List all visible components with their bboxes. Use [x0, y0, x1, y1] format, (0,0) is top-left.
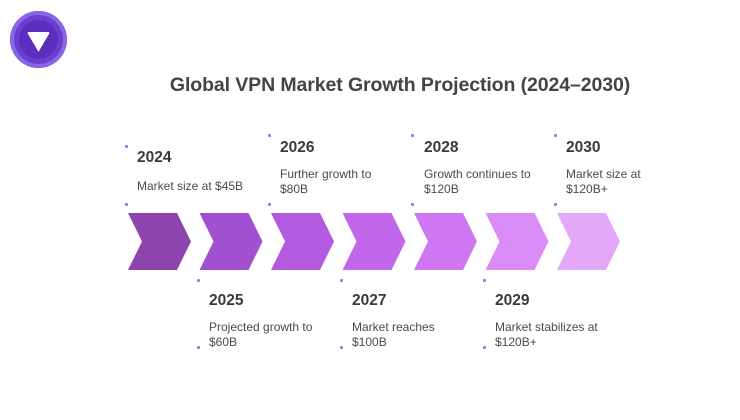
marker-dot — [197, 346, 200, 349]
milestone-year-2028: 2028 — [424, 139, 459, 156]
milestone-desc-2025: Projected growth to $60B — [209, 320, 313, 349]
marker-dot — [340, 279, 343, 282]
milestone-desc-2028: Growth continues to $120B — [424, 167, 531, 196]
marker-dot — [554, 203, 557, 206]
marker-dot — [411, 134, 414, 137]
brand-logo[interactable] — [10, 11, 67, 68]
milestone-desc-2030: Market size at $120B+ — [566, 167, 641, 196]
milestone-desc-2026: Further growth to $80B — [280, 167, 372, 196]
chevron-2024 — [128, 213, 191, 270]
marker-dot — [125, 203, 128, 206]
milestone-year-2025: 2025 — [209, 292, 244, 309]
chevron-2028 — [414, 213, 477, 270]
marker-dot — [554, 134, 557, 137]
vpn-shield-logo-icon — [27, 32, 50, 52]
chevron-2027 — [342, 213, 406, 270]
marker-dot — [125, 145, 128, 148]
marker-dot — [197, 279, 200, 282]
chevron-2026 — [271, 213, 334, 270]
milestone-desc-2027: Market reaches $100B — [352, 320, 435, 349]
milestone-year-2029: 2029 — [495, 292, 530, 309]
marker-dot — [340, 346, 343, 349]
milestone-year-2030: 2030 — [566, 139, 601, 156]
marker-dot — [411, 203, 414, 206]
marker-dot — [483, 346, 486, 349]
milestone-desc-2024: Market size at $45B — [137, 179, 244, 193]
milestone-desc-2029: Market stabilizes at $120B+ — [495, 320, 598, 349]
milestone-year-2026: 2026 — [280, 139, 315, 156]
marker-dot — [268, 134, 271, 137]
chevron-2030 — [557, 213, 620, 270]
marker-dot — [483, 279, 486, 282]
chevron-2029 — [485, 213, 549, 270]
marker-dot — [268, 203, 271, 206]
chevron-2025 — [199, 213, 263, 270]
milestone-year-2024: 2024 — [137, 149, 172, 166]
milestone-year-2027: 2027 — [352, 292, 387, 309]
page-title: Global VPN Market Growth Projection (202… — [169, 74, 631, 96]
